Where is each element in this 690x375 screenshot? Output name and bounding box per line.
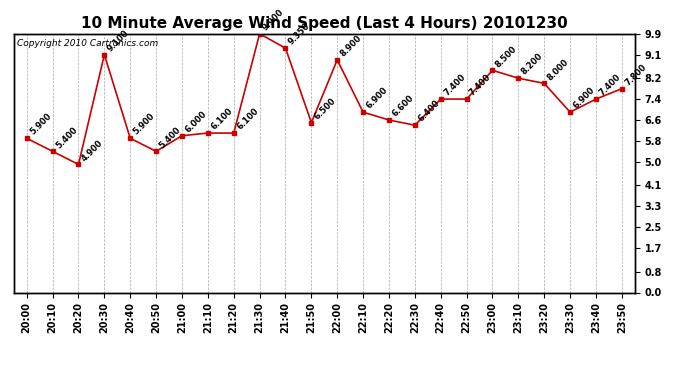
Text: 4.900: 4.900 xyxy=(80,138,105,163)
Text: 9.350: 9.350 xyxy=(287,22,312,47)
Text: 6.100: 6.100 xyxy=(209,106,235,132)
Text: 5.400: 5.400 xyxy=(157,125,183,150)
Text: 7.800: 7.800 xyxy=(623,62,648,87)
Text: 6.500: 6.500 xyxy=(313,96,338,121)
Text: 5.400: 5.400 xyxy=(54,125,79,150)
Text: 6.900: 6.900 xyxy=(364,86,390,111)
Text: 8.500: 8.500 xyxy=(494,44,519,69)
Text: 5.900: 5.900 xyxy=(132,112,157,137)
Text: 6.900: 6.900 xyxy=(571,86,597,111)
Text: 5.900: 5.900 xyxy=(28,112,53,137)
Text: 8.000: 8.000 xyxy=(546,57,571,82)
Title: 10 Minute Average Wind Speed (Last 4 Hours) 20101230: 10 Minute Average Wind Speed (Last 4 Hou… xyxy=(81,16,568,31)
Text: 7.400: 7.400 xyxy=(442,73,467,98)
Text: 6.400: 6.400 xyxy=(416,99,442,124)
Text: 8.200: 8.200 xyxy=(520,52,545,77)
Text: 6.100: 6.100 xyxy=(235,106,260,132)
Text: 9.100: 9.100 xyxy=(106,28,131,53)
Text: 6.600: 6.600 xyxy=(391,93,415,118)
Text: 7.400: 7.400 xyxy=(598,73,622,98)
Text: 6.000: 6.000 xyxy=(184,109,208,134)
Text: 8.900: 8.900 xyxy=(339,34,364,58)
Text: 7.400: 7.400 xyxy=(468,73,493,98)
Text: 9.900: 9.900 xyxy=(261,8,286,32)
Text: Copyright 2010 Cartronics.com: Copyright 2010 Cartronics.com xyxy=(17,39,158,48)
